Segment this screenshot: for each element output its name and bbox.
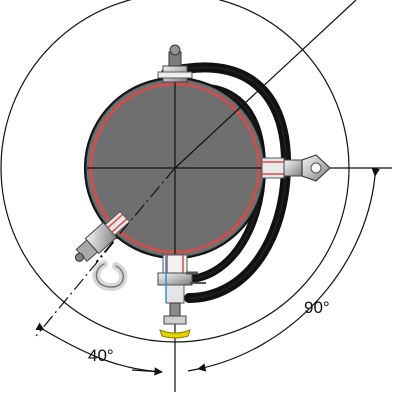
- yellow-base-marker: [159, 329, 191, 339]
- left-lower-fitting: [74, 210, 131, 291]
- angle-label-90: 90°: [304, 298, 330, 317]
- angle-label-40: 40°: [88, 346, 114, 365]
- top-fitting: [157, 44, 193, 83]
- bottom-fitting: [157, 254, 206, 325]
- dimension-arcs: [35, 168, 380, 376]
- right-side-fitting: [261, 154, 331, 182]
